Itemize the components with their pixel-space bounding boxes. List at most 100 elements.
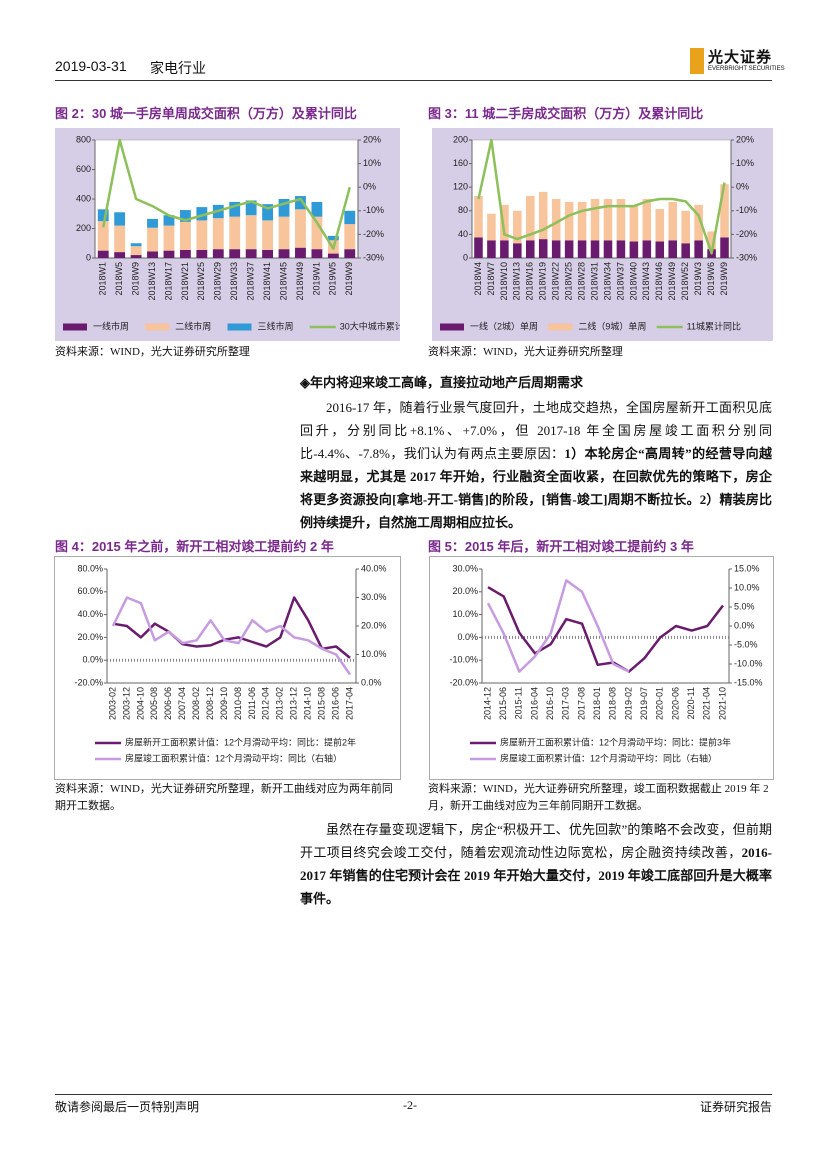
x-tick-label: 2021-10 <box>717 687 727 720</box>
line-series <box>112 596 351 659</box>
header-rule <box>55 80 772 81</box>
footer-left: 敬请参阅最后一页特别声明 <box>55 1100 200 1114</box>
x-tick-label: 2010-08 <box>233 687 243 720</box>
x-tick-label: 2018W5 <box>114 262 124 296</box>
x-tick-label: 2017-03 <box>561 687 571 720</box>
bar <box>179 210 191 222</box>
bar <box>229 216 241 250</box>
y-tick-label: 80.0% <box>77 563 103 573</box>
y2-tick-label: 0.0% <box>361 677 382 687</box>
y2-tick-label: 20.0% <box>361 620 387 630</box>
plot-area <box>471 139 732 259</box>
bar <box>551 199 561 241</box>
bar <box>163 250 175 258</box>
x-tick-label: 2018W13 <box>512 262 522 301</box>
header-industry: 家电行业 <box>150 60 206 76</box>
bar <box>629 241 639 258</box>
bar <box>564 240 574 258</box>
bar <box>616 240 626 258</box>
x-tick-label: 2008-02 <box>191 687 201 720</box>
bar <box>577 201 587 241</box>
text-run: 1）本轮房企“高周转”的经营导向越来越明显，尤其是 2017 年开始，行业融资全… <box>300 446 772 530</box>
bar <box>295 196 306 210</box>
bar <box>655 241 665 258</box>
source-note: 资料来源：WIND，光大证券研究所整理，新开工曲线对应为两年前同期开工数据。 <box>55 783 393 812</box>
x-tick-label: 2020-01 <box>655 687 665 720</box>
bar <box>681 243 690 258</box>
x-tick-label: 2016-10 <box>545 687 555 720</box>
legend-swatch <box>145 323 170 331</box>
y2-tick-label: -10% <box>363 205 384 215</box>
bar <box>147 227 158 252</box>
x-tick-label: 2018W43 <box>641 262 651 301</box>
x-tick-label: 2018W28 <box>576 262 586 301</box>
bar <box>114 252 126 258</box>
x-tick-label: 2018W4 <box>473 262 483 296</box>
bar <box>642 199 652 241</box>
x-tick-label: 2018W46 <box>654 262 664 301</box>
x-tick-label: 2006-06 <box>163 687 173 720</box>
bar <box>487 240 496 258</box>
line-series <box>477 138 726 255</box>
y2-tick-label: 20% <box>363 134 381 144</box>
x-tick-label: 2018W10 <box>499 262 509 301</box>
bar <box>295 209 306 248</box>
x-tick-label: 2018W34 <box>602 262 612 301</box>
bar <box>278 199 290 217</box>
y2-tick-label: 20% <box>736 134 754 144</box>
bar <box>130 255 142 258</box>
x-tick-label: 2021-04 <box>702 687 712 720</box>
footer-rule <box>55 1094 772 1095</box>
bar <box>163 215 175 226</box>
bar <box>262 204 274 221</box>
bar <box>681 210 690 244</box>
y-tick-label: 60.0% <box>77 586 103 596</box>
y-tick-label: 0.0% <box>82 655 103 665</box>
line-series <box>101 138 352 250</box>
legend-label: 房屋新开工面积累计值：12个月滑动平均：同比：提前3年 <box>500 736 731 747</box>
footer-page: -2- <box>403 1098 417 1112</box>
x-tick-label: 2018W49 <box>295 262 305 301</box>
y-tick-label: 10.0% <box>452 609 478 619</box>
x-tick-label: 2019W9 <box>344 262 354 296</box>
x-tick-label: 2018W17 <box>163 262 173 301</box>
x-tick-label: 2018W13 <box>147 262 157 301</box>
legend-swatch <box>440 323 464 331</box>
bar <box>500 204 509 241</box>
y-tick-label: 0.0% <box>457 632 478 642</box>
bar <box>577 240 587 258</box>
source-note: 资料来源：WIND，光大证券研究所整理，竣工面积数据截止 2019 年 2 月，… <box>428 783 769 812</box>
y-tick-label: 20.0% <box>452 586 478 596</box>
x-tick-label: 2018-08 <box>608 687 618 720</box>
y2-tick-label: 40.0% <box>361 563 387 573</box>
x-tick-label: 2016-06 <box>330 687 340 720</box>
legend-swatch <box>548 323 573 331</box>
x-tick-label: 2013-12 <box>289 687 299 720</box>
bar <box>720 237 729 258</box>
logo-text: 光大证券 <box>708 50 773 66</box>
bar <box>196 207 208 221</box>
x-tick-label: 2018W49 <box>667 262 677 301</box>
y2-tick-label: 0.0% <box>734 620 755 630</box>
x-tick-label: 2020-11 <box>686 687 696 719</box>
y2-tick-label: -30% <box>736 252 757 262</box>
bar <box>245 249 257 258</box>
bar <box>212 218 224 250</box>
x-tick-label: 2018-01 <box>592 687 602 720</box>
bar <box>344 210 356 225</box>
x-tick-label: 2003-02 <box>107 687 117 720</box>
bar <box>564 201 574 241</box>
x-tick-label: 2014-12 <box>482 687 492 720</box>
x-tick-label: 2016-04 <box>529 687 539 720</box>
x-tick-label: 2018W52 <box>680 262 690 301</box>
text-run: 2016-17 年，随着行业景气度回升，土地成交趋热，全国房屋新开工面积见底回升… <box>300 400 772 461</box>
y-tick-label: 120 <box>453 182 468 192</box>
x-tick-label: 2004-10 <box>135 687 145 720</box>
bar <box>590 240 600 258</box>
bar <box>590 199 600 241</box>
legend-label: 30大中城市累计同比 <box>340 320 400 331</box>
bar <box>603 199 613 241</box>
y-tick-label: 0 <box>86 252 91 262</box>
x-tick-label: 2019W6 <box>706 262 716 296</box>
x-tick-label: 2018W21 <box>180 262 190 301</box>
